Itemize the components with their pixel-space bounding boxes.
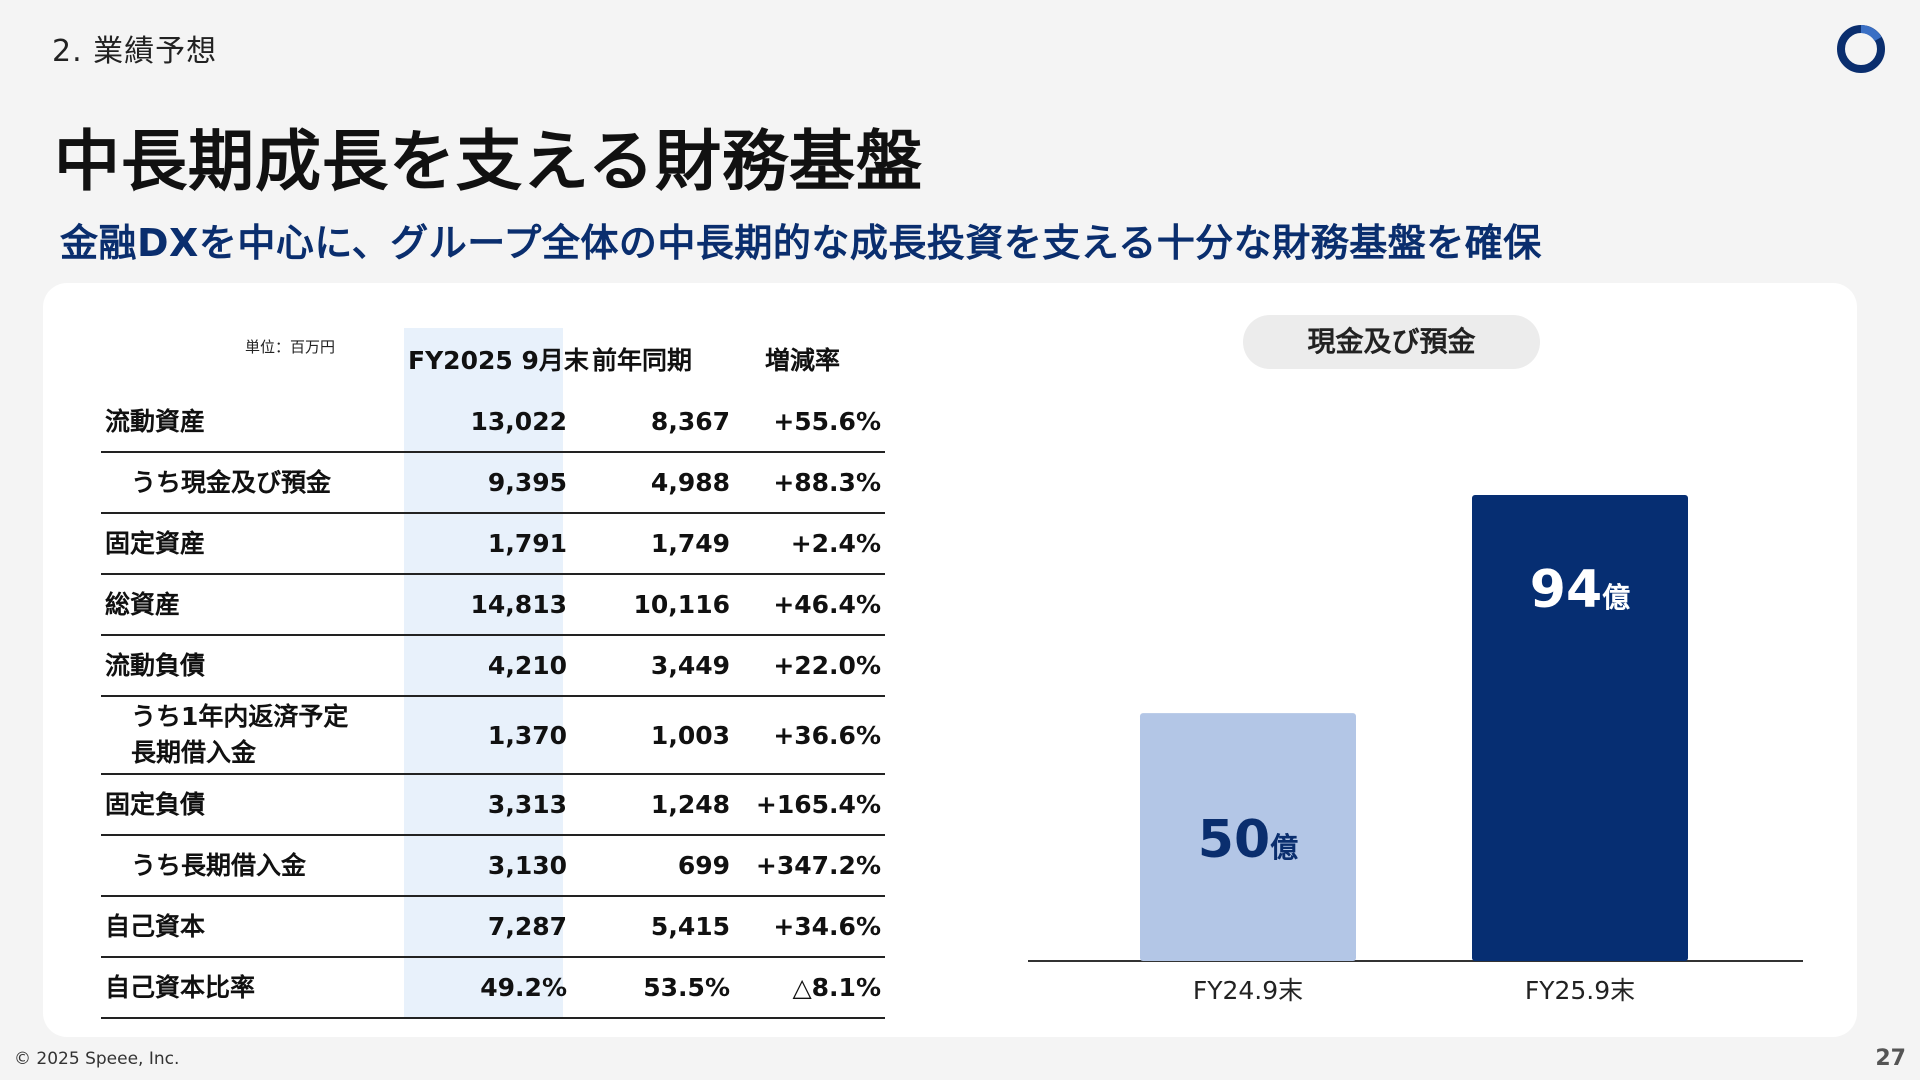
previous-value: 8,367 bbox=[571, 392, 734, 453]
page-subtitle: 金融DXを中心に、グループ全体の中長期的な成長投資を支える十分な財務基盤を確保 bbox=[60, 221, 1542, 265]
current-value: 49.2% bbox=[408, 957, 571, 1019]
change-rate: +34.6% bbox=[734, 896, 885, 958]
cash-deposit-bar-chart: 50億 FY24.9末 94億 FY25.9末 bbox=[1028, 495, 1803, 1005]
row-label: うち1年内返済予定 長期借入金 bbox=[101, 696, 408, 775]
row-label-text: うち1年内返済予定 長期借入金 bbox=[131, 702, 349, 767]
current-value: 3,130 bbox=[408, 835, 571, 897]
current-value: 13,022 bbox=[408, 392, 571, 453]
change-rate: +165.4% bbox=[734, 774, 885, 836]
change-rate: +55.6% bbox=[734, 392, 885, 453]
column-header-change: 増減率 bbox=[765, 346, 841, 375]
table-row: 流動資産 13,022 8,367 +55.6% bbox=[101, 392, 885, 453]
previous-value: 53.5% bbox=[571, 957, 734, 1019]
table-row: 自己資本 7,287 5,415 +34.6% bbox=[101, 896, 885, 958]
current-value: 7,287 bbox=[408, 896, 571, 958]
current-value: 3,313 bbox=[408, 774, 571, 836]
change-rate: +2.4% bbox=[734, 513, 885, 575]
change-rate: +36.6% bbox=[734, 696, 885, 775]
row-label: うち現金及び預金 bbox=[101, 452, 408, 514]
copyright: © 2025 Speee, Inc. bbox=[14, 1049, 180, 1069]
change-rate: +46.4% bbox=[734, 574, 885, 636]
table-row: 固定資産 1,791 1,749 +2.4% bbox=[101, 513, 885, 575]
change-rate: △8.1% bbox=[734, 957, 885, 1019]
previous-value: 1,749 bbox=[571, 513, 734, 575]
current-value: 1,370 bbox=[408, 696, 571, 775]
page-title: 中長期成長を支える財務基盤 bbox=[54, 123, 924, 200]
previous-value: 3,449 bbox=[571, 635, 734, 697]
table-row: 総資産 14,813 10,116 +46.4% bbox=[101, 574, 885, 636]
previous-value: 4,988 bbox=[571, 452, 734, 514]
table-row: 固定負債 3,313 1,248 +165.4% bbox=[101, 774, 885, 836]
x-tick-label: FY25.9末 bbox=[1525, 976, 1635, 1005]
table-row: 自己資本比率 49.2% 53.5% △8.1% bbox=[101, 957, 885, 1019]
row-label: 固定負債 bbox=[101, 774, 408, 836]
section-label: 2. 業績予想 bbox=[52, 34, 218, 69]
change-rate: +88.3% bbox=[734, 452, 885, 514]
bar-2 bbox=[1472, 495, 1688, 961]
current-value: 4,210 bbox=[408, 635, 571, 697]
table-row: 流動負債 4,210 3,449 +22.0% bbox=[101, 635, 885, 697]
column-header-previous: 前年同期 bbox=[592, 346, 693, 375]
ring-logo-icon bbox=[1837, 25, 1885, 73]
previous-value: 699 bbox=[571, 835, 734, 897]
change-rate: +347.2% bbox=[734, 835, 885, 897]
row-label: 固定資産 bbox=[101, 513, 408, 575]
row-label: 自己資本比率 bbox=[101, 957, 408, 1019]
table-row: うち現金及び預金 9,395 4,988 +88.3% bbox=[101, 452, 885, 514]
current-value: 1,791 bbox=[408, 513, 571, 575]
change-rate: +22.0% bbox=[734, 635, 885, 697]
previous-value: 10,116 bbox=[571, 574, 734, 636]
chart-title: 現金及び預金 bbox=[1243, 315, 1540, 369]
bar-value-label: 94億 bbox=[1530, 560, 1630, 620]
balance-sheet-table: 流動資産 13,022 8,367 +55.6% うち現金及び預金 9,395 … bbox=[101, 392, 885, 1019]
bar-1 bbox=[1140, 713, 1356, 961]
previous-value: 1,003 bbox=[571, 696, 734, 775]
unit-note: 単位：百万円 bbox=[245, 338, 336, 356]
bar-value-label: 50億 bbox=[1198, 810, 1298, 870]
current-value: 14,813 bbox=[408, 574, 571, 636]
row-label: 自己資本 bbox=[101, 896, 408, 958]
row-label: 総資産 bbox=[101, 574, 408, 636]
row-label: 流動資産 bbox=[101, 392, 408, 453]
previous-value: 5,415 bbox=[571, 896, 734, 958]
previous-value: 1,248 bbox=[571, 774, 734, 836]
x-tick-label: FY24.9末 bbox=[1193, 976, 1303, 1005]
row-label: 流動負債 bbox=[101, 635, 408, 697]
page-number: 27 bbox=[1875, 1046, 1906, 1071]
column-header-current: FY2025 9月末 bbox=[408, 346, 589, 375]
table-row: うち長期借入金 3,130 699 +347.2% bbox=[101, 835, 885, 897]
table-row: うち1年内返済予定 長期借入金 1,370 1,003 +36.6% bbox=[101, 696, 885, 775]
row-label: うち長期借入金 bbox=[101, 835, 408, 897]
current-value: 9,395 bbox=[408, 452, 571, 514]
